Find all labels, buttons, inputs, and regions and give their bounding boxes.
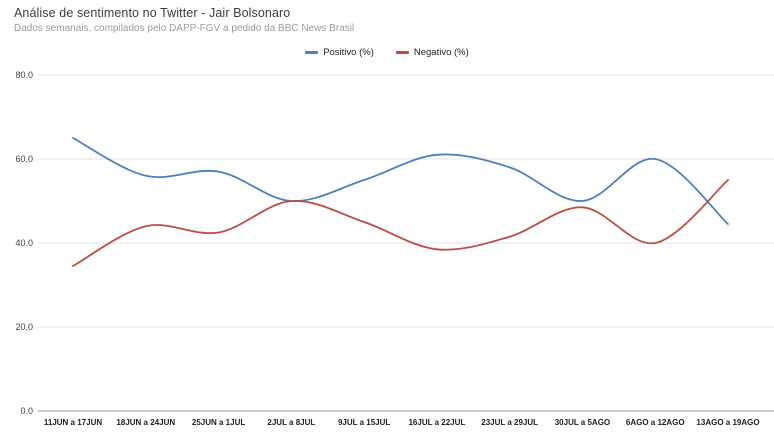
y-axis-tick-label: 40.0 (15, 238, 33, 248)
x-axis-tick-label: 18JUN a 24JUN (116, 418, 175, 427)
x-axis-tick-label: 9JUL a 15JUL (338, 418, 390, 427)
chart-title: Análise de sentimento no Twitter - Jair … (14, 6, 291, 20)
series-line-negativo (72, 179, 729, 267)
legend: Positivo (%) Negativo (%) (0, 47, 774, 58)
y-axis-tick-label: 80.0 (15, 70, 33, 80)
legend-marker-icon (305, 51, 319, 54)
x-axis-tick-label: 6AGO a 12AGO (626, 418, 685, 427)
legend-label: Positivo (%) (323, 47, 374, 58)
y-axis-tick-label: 0.0 (20, 406, 33, 416)
x-axis-tick-label: 25JUN a 1JUL (192, 418, 245, 427)
x-axis-tick-label: 16JUL a 22JUL (408, 418, 465, 427)
x-axis-tick-label: 13AGO a 19AGO (696, 418, 759, 427)
x-axis-tick-label: 30JUL a 5AGO (555, 418, 610, 427)
x-axis-tick-label: 2JUL a 8JUL (267, 418, 315, 427)
y-axis-tick-label: 60.0 (15, 154, 33, 164)
y-axis-tick-label: 20.0 (15, 322, 33, 332)
legend-item-negativo: Negativo (%) (395, 47, 469, 58)
series-line-positivo (72, 137, 729, 225)
legend-label: Negativo (%) (413, 47, 469, 58)
x-axis-tick-label: 23JUL a 29JUL (481, 418, 538, 427)
legend-item-positivo: Positivo (%) (305, 47, 374, 58)
x-axis-tick-label: 11JUN a 17JUN (44, 418, 102, 427)
chart-subtitle: Dados semanais, compilados pelo DAPP-FGV… (14, 23, 355, 34)
legend-marker-icon (395, 51, 409, 54)
